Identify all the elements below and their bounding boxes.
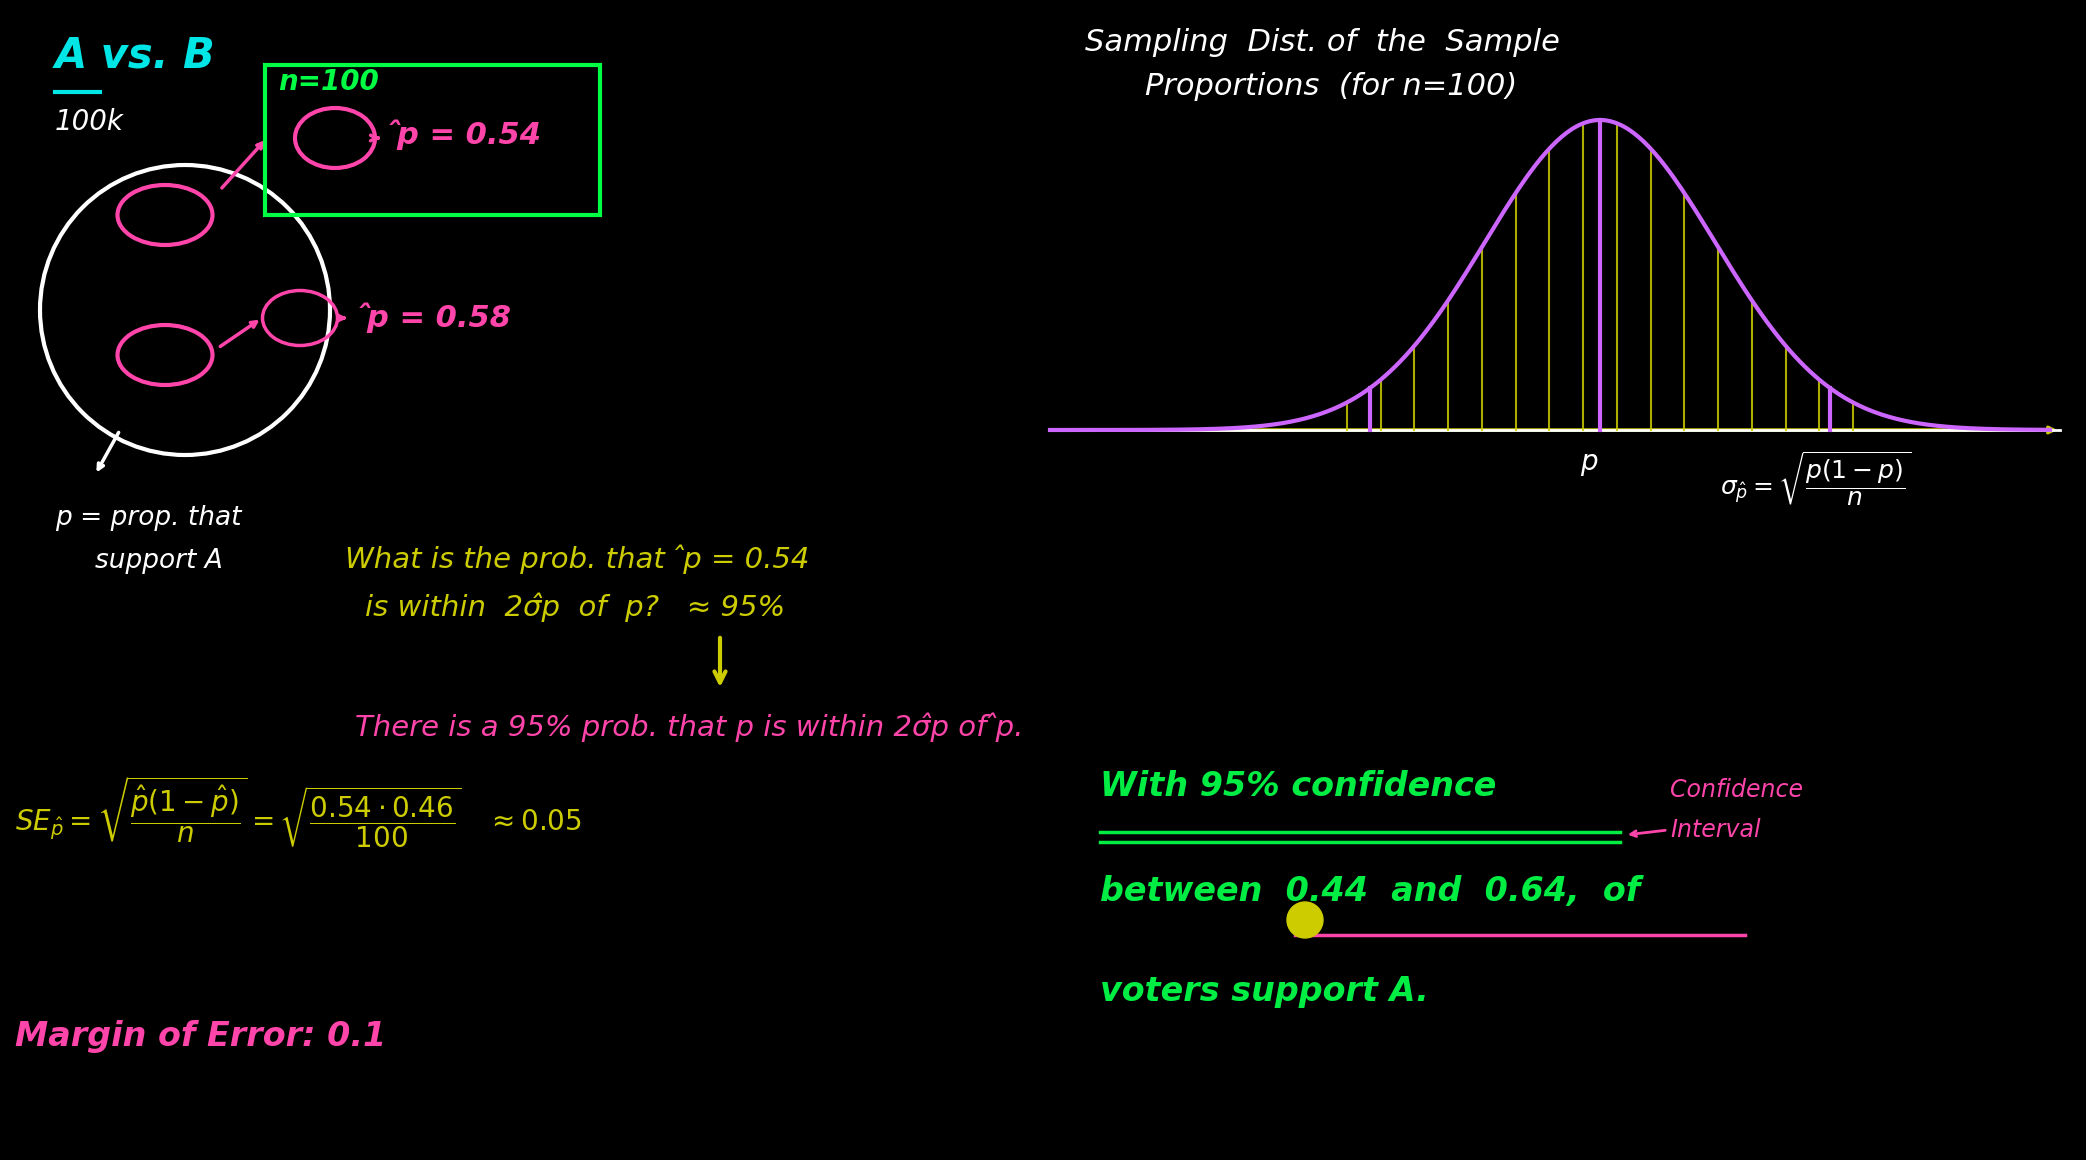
Text: Margin of Error: 0.1: Margin of Error: 0.1: [15, 1020, 386, 1053]
Text: n=100: n=100: [277, 68, 380, 96]
Bar: [265, 65, 601, 215]
Text: ̂p = 0.58: ̂p = 0.58: [367, 303, 511, 333]
Circle shape: [1287, 902, 1323, 938]
Text: Interval: Interval: [1671, 818, 1761, 842]
Text: With 95% confidence: With 95% confidence: [1099, 770, 1496, 803]
Text: p: p: [1579, 448, 1598, 476]
Text: 100k: 100k: [54, 108, 123, 136]
Text: What is the prob. that  ̂p = 0.54: What is the prob. that ̂p = 0.54: [344, 545, 809, 574]
Text: Confidence: Confidence: [1671, 778, 1802, 802]
Text: support A: support A: [96, 548, 223, 574]
Text: Proportions  (for n=100): Proportions (for n=100): [1145, 72, 1517, 101]
Text: A vs. B: A vs. B: [54, 35, 215, 77]
Text: Sampling  Dist. of  the  Sample: Sampling Dist. of the Sample: [1085, 28, 1560, 57]
Text: p = prop. that: p = prop. that: [54, 505, 242, 531]
Text: $SE_{\hat{p}} = \sqrt{\dfrac{\hat{p}(1-\hat{p})}{n}} = \sqrt{\dfrac{0.54 \cdot 0: $SE_{\hat{p}} = \sqrt{\dfrac{\hat{p}(1-\…: [15, 775, 582, 850]
Text: $\sigma_{\hat{p}} = \sqrt{\dfrac{p(1-p)}{n}}$: $\sigma_{\hat{p}} = \sqrt{\dfrac{p(1-p)}…: [1721, 450, 1911, 508]
Text: ̂p = 0.54: ̂p = 0.54: [398, 119, 542, 151]
Text: between  0.44  and  0.64,  of: between 0.44 and 0.64, of: [1099, 875, 1640, 908]
Text: voters support A.: voters support A.: [1099, 976, 1429, 1008]
Text: There is a 95% prob. that p is within 2σ̂p of ̂p.: There is a 95% prob. that p is within 2σ…: [355, 712, 1024, 741]
Text: is within  2σ̂p  of  p?   ≈ 95%: is within 2σ̂p of p? ≈ 95%: [365, 593, 784, 623]
